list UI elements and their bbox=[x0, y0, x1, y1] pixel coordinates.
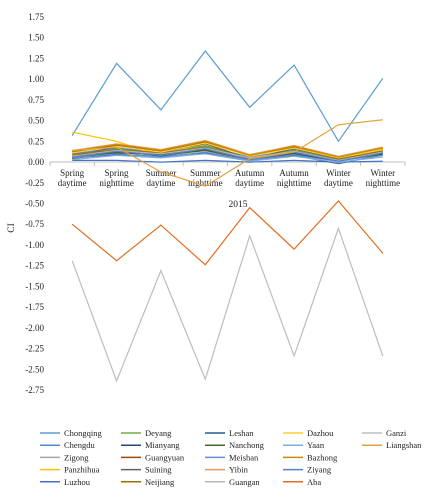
legend-item-luzhou: Luzhou bbox=[40, 477, 91, 487]
legend-label: Guangyuan bbox=[145, 452, 185, 462]
x-tick-label: Autumn daytime bbox=[235, 168, 265, 188]
legend-label: Luzhou bbox=[64, 477, 91, 487]
legend-item-neijiang: Neijiang bbox=[121, 477, 175, 487]
legend-item-leshan: Leshan bbox=[205, 428, 254, 438]
series-line-liangshan bbox=[72, 119, 383, 187]
y-tick-label: 0.00 bbox=[28, 157, 44, 167]
legend-item-chongqing: Chongqing bbox=[40, 428, 103, 438]
legend-item-suining: Suining bbox=[121, 465, 172, 475]
x-tick-label: Spring daytime bbox=[58, 168, 87, 188]
series-line-yaan bbox=[72, 153, 383, 163]
y-tick-label: -0.25 bbox=[25, 178, 44, 188]
series-line-chongqing bbox=[71, 50, 384, 143]
legend-label: Liangshan bbox=[386, 440, 422, 450]
legend-item-bazhong: Bazhong bbox=[283, 452, 338, 462]
legend-item-meishan: Meishan bbox=[205, 452, 259, 462]
legend-label: Guangan bbox=[229, 477, 260, 487]
legend-label: Zigong bbox=[64, 452, 89, 462]
legend-label: Nanchong bbox=[229, 440, 265, 450]
plot-area bbox=[71, 50, 384, 383]
legend: Chongqing Chengdu Zigong Panzhihua Luzhou Dey… bbox=[40, 428, 422, 487]
series-line-yibin bbox=[72, 139, 383, 157]
legend-item-panzhihua: Panzhihua bbox=[40, 465, 100, 475]
legend-label: Neijiang bbox=[145, 477, 175, 487]
legend-item-yibin: Yibin bbox=[205, 465, 249, 475]
y-tick-label: -2.00 bbox=[25, 323, 44, 333]
y-tick-label: -2.50 bbox=[25, 364, 44, 374]
legend-item-ganzi: Ganzi bbox=[362, 428, 407, 438]
legend-label: Ziyang bbox=[307, 465, 332, 475]
legend-item-chengdu: Chengdu bbox=[40, 440, 95, 450]
legend-label: Aba bbox=[307, 477, 321, 487]
y-axis-label: CI bbox=[7, 223, 17, 233]
legend-label: Chengdu bbox=[64, 440, 95, 450]
legend-item-yaan: Yaan bbox=[283, 440, 325, 450]
legend-label: Panzhihua bbox=[64, 465, 100, 475]
legend-label: Meishan bbox=[229, 452, 259, 462]
legend-label: Yaan bbox=[307, 440, 325, 450]
x-axis-label: 2015 bbox=[229, 200, 248, 210]
x-tick-label: Winter nighttime bbox=[366, 168, 401, 188]
y-tick-label: -2.25 bbox=[25, 344, 44, 354]
legend-label: Leshan bbox=[229, 428, 254, 438]
y-tick-label: -1.25 bbox=[25, 261, 44, 271]
y-tick-label: -0.50 bbox=[25, 199, 44, 209]
legend-item-zigong: Zigong bbox=[40, 452, 89, 462]
legend-item-ziyang: Ziyang bbox=[283, 465, 332, 475]
y-tick-label: 0.25 bbox=[28, 136, 44, 146]
y-tick-label: 1.25 bbox=[28, 53, 44, 63]
legend-label: Bazhong bbox=[307, 452, 338, 462]
x-tick-label: Winter daytime bbox=[324, 168, 353, 188]
legend-item-guangyuan: Guangyuan bbox=[121, 452, 185, 462]
legend-label: Mianyang bbox=[145, 440, 180, 450]
x-tick-label: Summer daytime bbox=[146, 168, 177, 188]
y-axis: 1.75 1.50 1.25 1.00 0.75 0.50 0.25 0.00 -0.25 -0.… bbox=[25, 12, 44, 395]
y-tick-label: -1.00 bbox=[25, 240, 44, 250]
series-line-ziyang bbox=[72, 148, 383, 162]
y-tick-label: 0.50 bbox=[28, 116, 44, 126]
y-tick-label: 1.00 bbox=[28, 74, 44, 84]
legend-item-nanchong: Nanchong bbox=[205, 440, 265, 450]
x-axis: Spring daytime Spring nighttime Summer daytim… bbox=[49, 161, 406, 188]
legend-label: Dazhou bbox=[307, 428, 334, 438]
y-tick-label: -1.75 bbox=[25, 302, 44, 312]
legend-label: Chongqing bbox=[64, 428, 103, 438]
legend-item-mianyang: Mianyang bbox=[121, 440, 180, 450]
series-line-dazhou bbox=[72, 142, 383, 159]
series-line-bazhong bbox=[72, 140, 383, 158]
legend-label: Ganzi bbox=[386, 428, 407, 438]
legend-item-deyang: Deyang bbox=[121, 428, 172, 438]
series-line-ganzi bbox=[71, 226, 384, 383]
y-tick-label: 0.75 bbox=[28, 95, 44, 105]
series-line-aba bbox=[71, 200, 384, 266]
legend-item-liangshan: Liangshan bbox=[362, 440, 422, 450]
y-tick-label: 1.50 bbox=[28, 33, 44, 43]
legend-item-guangan: Guangan bbox=[205, 477, 260, 487]
y-tick-label: 1.75 bbox=[28, 12, 44, 22]
legend-label: Yibin bbox=[229, 465, 249, 475]
y-tick-label: -2.75 bbox=[25, 385, 44, 395]
x-tick-label: Autumn nighttime bbox=[277, 168, 312, 188]
x-tick-label: Summer nighttime bbox=[188, 168, 223, 188]
legend-label: Deyang bbox=[145, 428, 172, 438]
y-tick-label: -0.75 bbox=[25, 219, 44, 229]
legend-item-aba: Aba bbox=[283, 477, 321, 487]
legend-item-dazhou: Dazhou bbox=[283, 428, 334, 438]
legend-label: Suining bbox=[145, 465, 172, 475]
y-tick-label: -1.50 bbox=[25, 281, 44, 291]
x-tick-label: Spring nighttime bbox=[99, 168, 134, 188]
